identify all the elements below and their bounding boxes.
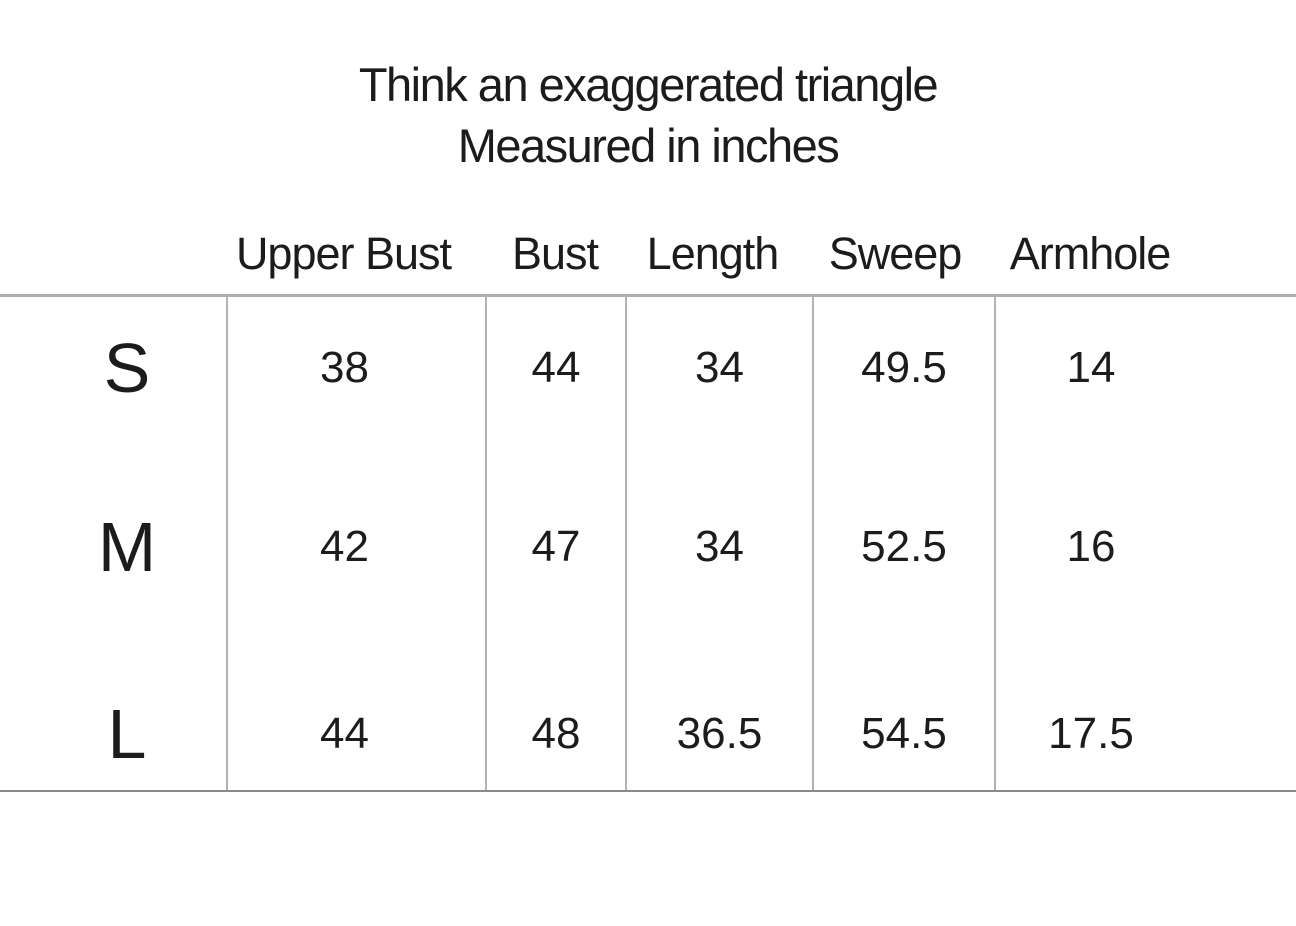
table-row-s: S 38 44 34 49.5 14 xyxy=(0,297,1296,457)
column-header-sweep: Sweep xyxy=(828,228,963,279)
table-row-l: L 44 48 36.5 54.5 17.5 xyxy=(0,637,1296,790)
column-header-armhole: Armhole xyxy=(1009,228,1172,279)
cell-l-sweep: 54.5 xyxy=(812,637,994,790)
cell-m-bust: 47 xyxy=(485,457,625,637)
cell-s-upper-bust: 38 xyxy=(226,297,485,457)
table-bottom-line xyxy=(0,790,1296,792)
cell-s-armhole: 14 xyxy=(994,297,1296,457)
cell-s-bust: 44 xyxy=(485,297,625,457)
size-label-l: L xyxy=(107,694,147,773)
cell-m-armhole: 16 xyxy=(994,457,1296,637)
cell-s-length: 34 xyxy=(625,297,812,457)
column-header-bust: Bust xyxy=(511,228,599,279)
title-line-1: Think an exaggerated triangle xyxy=(358,58,939,111)
column-header-upper-bust: Upper Bust xyxy=(235,228,452,279)
cell-l-bust: 48 xyxy=(485,637,625,790)
cell-l-length: 36.5 xyxy=(625,637,812,790)
table-header-row: Upper Bust Bust Length Sweep Armhole xyxy=(0,176,1296,294)
header-divider-line xyxy=(0,294,1296,297)
cell-m-length: 34 xyxy=(625,457,812,637)
cell-m-upper-bust: 42 xyxy=(226,457,485,637)
size-label-m: M xyxy=(97,508,157,586)
cell-l-armhole: 17.5 xyxy=(994,637,1296,790)
size-column-header-empty xyxy=(0,280,226,294)
size-label-s: S xyxy=(103,329,151,407)
cell-m-sweep: 52.5 xyxy=(812,457,994,637)
table-row-m: M 42 47 34 52.5 16 xyxy=(0,457,1296,637)
cell-s-sweep: 49.5 xyxy=(812,297,994,457)
chart-title: Think an exaggerated triangle Measured i… xyxy=(0,0,1296,176)
title-line-2: Measured in inches xyxy=(457,119,840,172)
table-body: S 38 44 34 49.5 14 M 42 47 34 52.5 16 L … xyxy=(0,297,1296,790)
column-header-length: Length xyxy=(646,228,780,279)
cell-l-upper-bust: 44 xyxy=(226,637,485,790)
